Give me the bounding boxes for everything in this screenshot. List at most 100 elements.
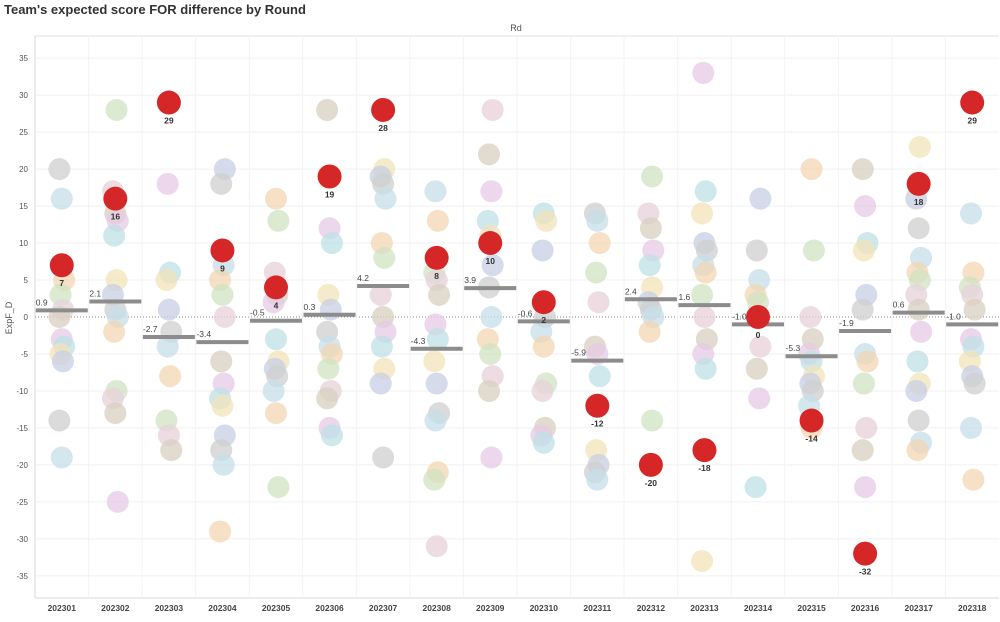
team-point xyxy=(48,158,71,181)
highlight-label: 29 xyxy=(967,116,977,126)
team-point xyxy=(745,239,768,262)
team-point xyxy=(907,217,930,240)
y-axis-label: ExpF_D xyxy=(4,301,14,334)
team-point xyxy=(855,416,878,439)
y-tick-label: -20 xyxy=(16,461,28,470)
highlight-point xyxy=(585,393,610,418)
team-point xyxy=(106,490,129,513)
team-point xyxy=(478,379,501,402)
team-point xyxy=(369,283,392,306)
team-point xyxy=(693,306,716,328)
x-tick-label: 202312 xyxy=(637,603,666,613)
highlight-point xyxy=(317,164,342,189)
team-point xyxy=(480,446,503,469)
team-point xyxy=(210,172,233,195)
team-point xyxy=(532,431,555,454)
team-point xyxy=(963,298,986,321)
team-point xyxy=(317,357,340,380)
team-point xyxy=(159,365,182,388)
team-point xyxy=(802,239,825,262)
y-tick-label: -35 xyxy=(16,572,28,581)
team-point xyxy=(692,61,715,84)
team-point xyxy=(373,246,396,269)
y-tick-label: -10 xyxy=(16,387,28,396)
team-point xyxy=(105,98,128,121)
x-tick-label: 202305 xyxy=(262,603,291,613)
highlight-label: 7 xyxy=(59,278,64,288)
x-tick-label: 202313 xyxy=(690,603,719,613)
team-point xyxy=(428,283,451,306)
team-point xyxy=(210,350,233,373)
grid-layer: 35302520151050-5-10-15-20-25-30-35202301… xyxy=(16,36,999,613)
y-tick-label: 25 xyxy=(19,128,28,137)
team-point xyxy=(587,291,610,314)
team-point xyxy=(854,195,877,218)
y-tick-label: -5 xyxy=(21,350,29,359)
x-tick-label: 202304 xyxy=(208,603,237,613)
team-point xyxy=(479,342,502,365)
team-point xyxy=(262,379,285,402)
team-point xyxy=(745,357,768,380)
y-tick-label: 5 xyxy=(24,276,29,285)
team-point xyxy=(906,350,929,373)
team-point xyxy=(316,98,339,121)
team-point xyxy=(424,180,447,203)
x-tick-label: 202309 xyxy=(476,603,505,613)
highlight-point xyxy=(103,186,128,211)
team-point xyxy=(907,409,930,432)
highlight-point xyxy=(853,541,878,566)
team-point xyxy=(854,476,877,499)
x-tick-label: 202317 xyxy=(904,603,933,613)
mean-label: -1.0 xyxy=(732,311,747,321)
team-point xyxy=(480,180,503,203)
mean-label: -0.5 xyxy=(250,308,265,318)
team-point xyxy=(426,328,449,351)
y-tick-label: 35 xyxy=(19,54,28,63)
y-tick-label: -30 xyxy=(16,535,28,544)
team-point xyxy=(156,335,179,358)
mean-label: 4.2 xyxy=(357,273,369,283)
mean-label: -1.0 xyxy=(946,311,961,321)
team-point xyxy=(960,416,983,439)
team-point xyxy=(691,283,714,306)
x-tick-label: 202310 xyxy=(530,603,559,613)
mean-label: -3.4 xyxy=(196,329,211,339)
team-point xyxy=(265,328,287,351)
y-tick-label: 10 xyxy=(19,239,28,248)
team-point xyxy=(104,402,127,425)
x-tick-label: 202302 xyxy=(101,603,130,613)
x-tick-label: 202316 xyxy=(851,603,880,613)
team-point xyxy=(50,187,73,210)
team-point xyxy=(267,476,290,499)
mean-label: -5.9 xyxy=(571,348,586,358)
highlight-label: 2 xyxy=(541,315,546,325)
team-point xyxy=(638,320,661,343)
team-point xyxy=(744,476,767,499)
x-tick-label: 202314 xyxy=(744,603,773,613)
team-point xyxy=(585,261,608,284)
team-point xyxy=(694,180,717,203)
highlight-label: 8 xyxy=(434,271,439,281)
mean-label: -5.3 xyxy=(786,343,801,353)
team-point xyxy=(531,379,554,402)
team-point xyxy=(588,365,611,388)
team-point xyxy=(103,224,126,247)
mean-label: -1.9 xyxy=(839,318,854,328)
mean-label: -4.3 xyxy=(411,336,426,346)
team-point xyxy=(851,158,874,181)
team-point xyxy=(372,446,395,469)
team-point xyxy=(374,187,397,210)
team-point xyxy=(316,387,339,410)
highlight-point xyxy=(424,245,449,270)
highlight-point xyxy=(371,97,396,122)
team-point xyxy=(641,409,664,432)
team-point xyxy=(319,298,342,321)
team-point xyxy=(423,350,446,373)
team-point xyxy=(694,357,717,380)
team-point xyxy=(962,468,985,491)
team-point xyxy=(209,520,232,543)
team-point xyxy=(265,187,287,210)
team-point xyxy=(748,387,771,410)
team-point xyxy=(155,269,178,292)
highlight-point xyxy=(210,238,235,263)
